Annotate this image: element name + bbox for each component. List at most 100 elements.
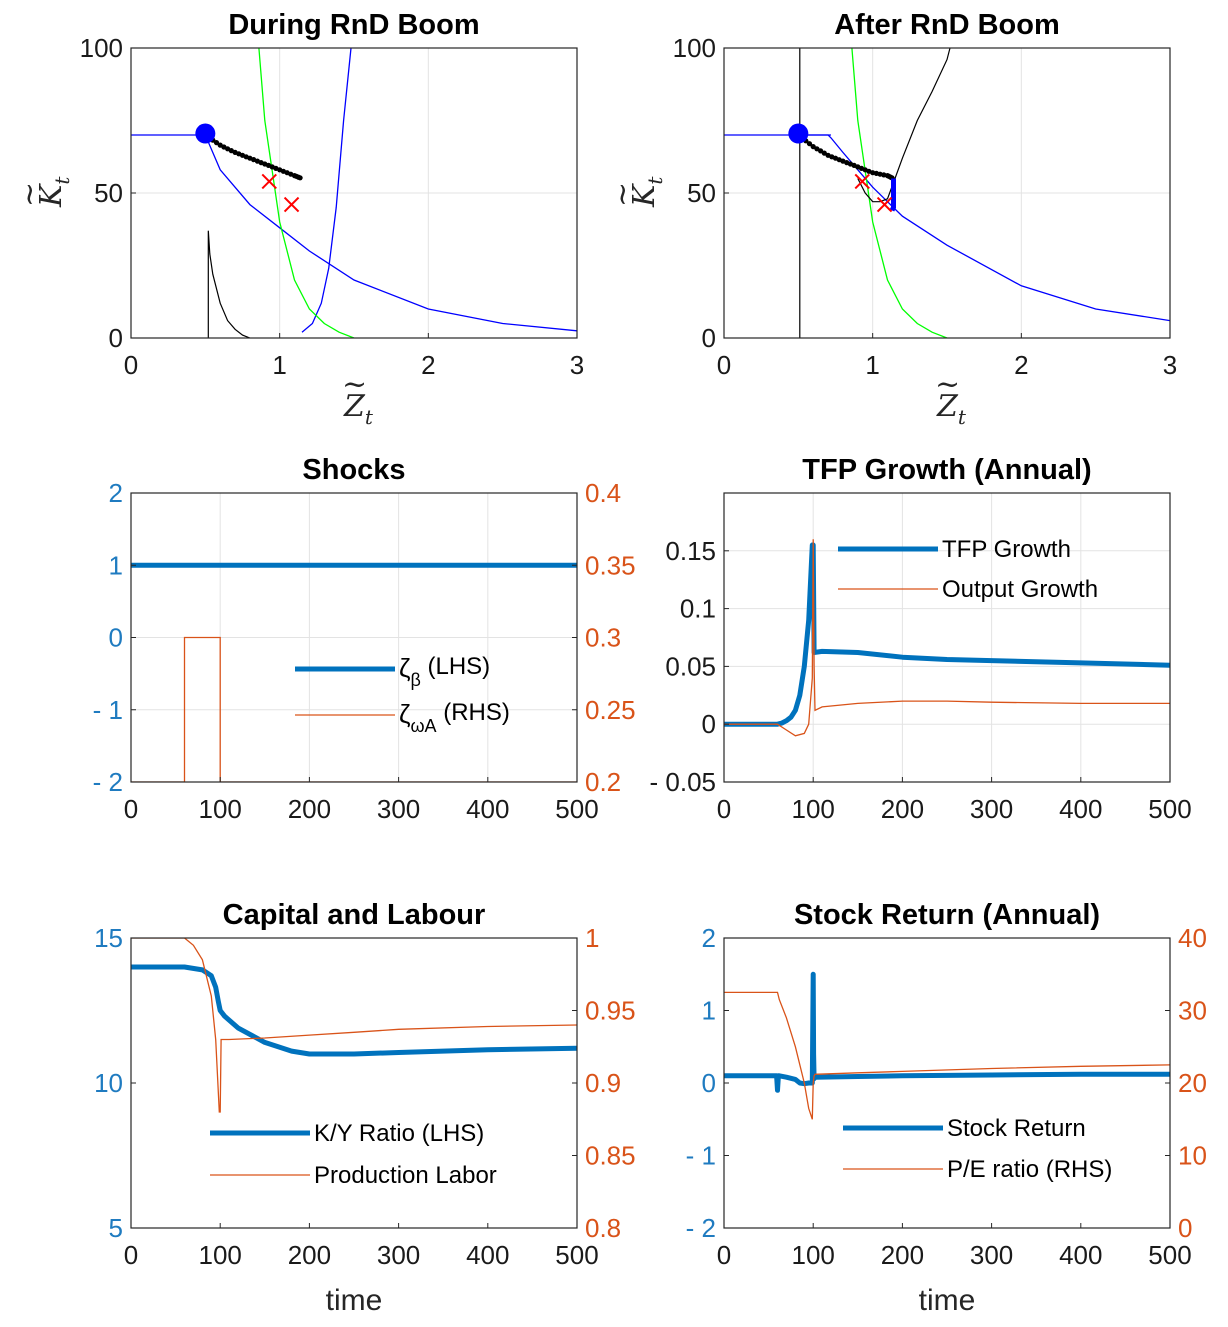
series-p5-1: [131, 938, 577, 1113]
series-p1-2: [258, 48, 355, 338]
x-tick-label: 2: [1014, 350, 1028, 380]
plot-title: Stock Return (Annual): [794, 899, 1100, 931]
y-tick-label: 0.05: [665, 651, 716, 681]
y-right-tick-label: 20: [1178, 1068, 1207, 1098]
x-tick-label: 1: [865, 350, 879, 380]
y-tick-label: 50: [94, 178, 123, 208]
x-tick-label: 400: [1059, 1240, 1102, 1270]
tilde: ~: [12, 182, 47, 207]
y-tick-label: 10: [94, 1068, 123, 1098]
legend-entry: ζωA (RHS): [399, 699, 510, 736]
y-right-tick-label: 0.4: [585, 478, 621, 508]
y-tick-label: 5: [109, 1213, 123, 1243]
y-tick-label: 0.15: [665, 536, 716, 566]
x-tick-label: 0: [717, 794, 731, 824]
legend-entry: ζβ (LHS): [399, 653, 490, 690]
x-axis-label: Zt: [343, 389, 374, 429]
series-p2-6: [889, 178, 896, 212]
series-p5-0: [131, 964, 577, 1057]
y-right-tick-label: 0.9: [585, 1068, 621, 1098]
x-tick-label: 500: [1148, 1240, 1191, 1270]
y-tick-label: 0.1: [680, 594, 716, 624]
y-right-tick-label: 0.8: [585, 1213, 621, 1243]
steady-state-marker: [195, 123, 216, 144]
series-p6-1: [724, 991, 1170, 1120]
y-right-tick-label: 40: [1178, 923, 1207, 953]
y-tick-label: 15: [94, 923, 123, 953]
plot-title: After RnD Boom: [834, 9, 1060, 41]
dot-marker: [297, 175, 303, 181]
y-tick-label: 50: [687, 178, 716, 208]
y-tick-label: - 0.05: [650, 767, 717, 797]
x-tick-label: 100: [792, 1240, 835, 1270]
x-tick-label: 500: [555, 794, 598, 824]
x-tick-label: 0: [124, 794, 138, 824]
y-tick-label: 100: [673, 33, 716, 63]
x-axis-label: Zt: [936, 389, 967, 429]
y-right-tick-label: 0.25: [585, 695, 636, 725]
x-axis-label: time: [326, 1284, 383, 1317]
x-tick-label: 100: [792, 794, 835, 824]
y-tick-label: 2: [109, 478, 123, 508]
x-axis-label: time: [919, 1284, 976, 1317]
x-tick-label: 1: [272, 350, 286, 380]
cross-marker: [876, 196, 893, 213]
x-tick-label: 0: [124, 1240, 138, 1270]
legend: K/Y Ratio (LHS) Production Labor: [210, 1120, 497, 1189]
y-tick-label: 0: [109, 623, 123, 653]
cross-marker: [854, 173, 870, 190]
y-right-tick-label: 0.95: [585, 996, 636, 1026]
legend: Stock Return P/E ratio (RHS): [843, 1115, 1112, 1183]
x-tick-label: 200: [881, 1240, 924, 1270]
x-tick-label: 200: [288, 1240, 331, 1270]
x-tick-label: 2: [421, 350, 435, 380]
y-right-tick-label: 0.3: [585, 623, 621, 653]
legend-entry: Output Growth: [942, 576, 1098, 603]
series-p1-0: [131, 134, 577, 332]
plot-area: [131, 938, 577, 1228]
y-tick-label: 0: [702, 709, 716, 739]
y-axis-label: Kt: [627, 176, 667, 208]
legend-entry: Stock Return: [947, 1115, 1086, 1142]
x-tick-label: 400: [466, 1240, 509, 1270]
plot-title: TFP Growth (Annual): [802, 454, 1091, 486]
x-tick-label: 3: [1163, 350, 1177, 380]
y-right-tick-label: 1: [585, 923, 599, 953]
y-right-tick-label: 0.35: [585, 550, 636, 580]
x-tick-label: 500: [555, 1240, 598, 1270]
legend-entry: Production Labor: [314, 1162, 497, 1189]
x-tick-label: 300: [377, 794, 420, 824]
y-tick-label: 100: [80, 33, 123, 63]
x-tick-label: 200: [881, 794, 924, 824]
series-p4-0: [724, 542, 1170, 727]
y-tick-label: - 1: [93, 695, 123, 725]
legend-entry: K/Y Ratio (LHS): [314, 1120, 484, 1147]
steady-state-marker: [788, 123, 809, 144]
plot-title: During RnD Boom: [228, 9, 479, 41]
plot-capital-and-labour: 0 100 200 300 400 500 5 10 15 0.8 0.85 0.9 0.95 1 Capi…: [94, 899, 636, 1317]
x-tick-label: 100: [199, 794, 242, 824]
x-tick-label: 300: [970, 1240, 1013, 1270]
legend-entry: P/E ratio (RHS): [947, 1156, 1112, 1183]
y-tick-label: - 2: [686, 1213, 716, 1243]
dot-marker: [821, 150, 827, 156]
y-right-tick-label: 10: [1178, 1141, 1207, 1171]
plot-stock-return: 0 100 200 300 400 500- 2- 1012010203040Stock …: [686, 899, 1207, 1317]
series-p6-0: [724, 971, 1170, 1093]
axes-frame: [723, 492, 1171, 783]
x-tick-label: 500: [1148, 794, 1191, 824]
y-tick-label: 0: [702, 323, 716, 353]
x-tick-label: 0: [717, 350, 731, 380]
x-tick-label: 300: [970, 794, 1013, 824]
legend: TFP Growth Output Growth: [838, 536, 1098, 603]
y-tick-label: 1: [109, 550, 123, 580]
tilde: ~: [605, 182, 640, 207]
x-tick-label: 100: [199, 1240, 242, 1270]
dot-marker: [213, 140, 220, 146]
y-right-tick-label: 0.2: [585, 767, 621, 797]
plot-title: Capital and Labour: [223, 899, 486, 931]
series-p1-3: [207, 230, 251, 338]
